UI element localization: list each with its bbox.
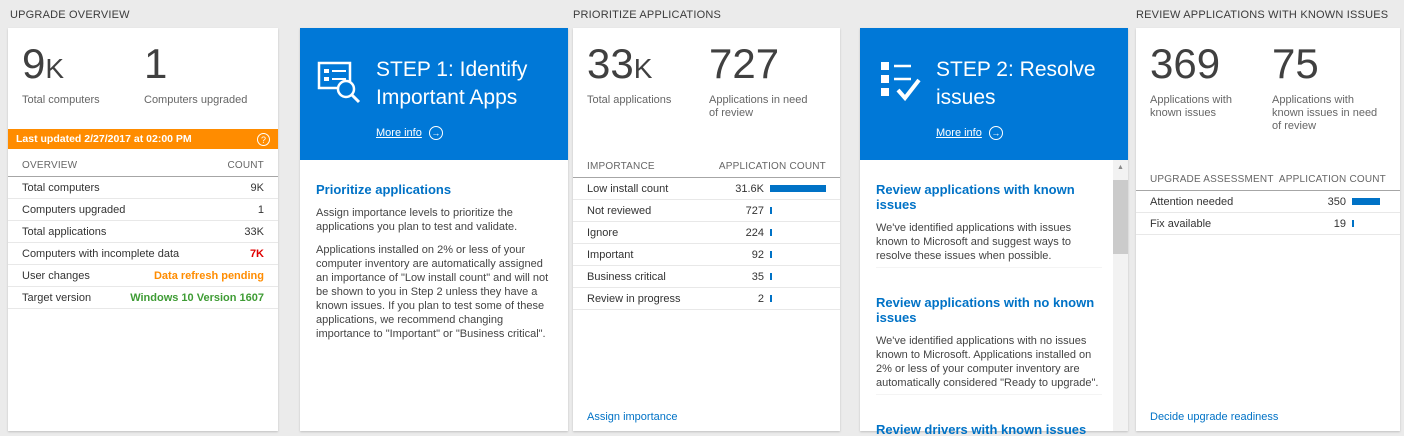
scrollbar-thumb[interactable] <box>1113 180 1128 254</box>
step1-more-info-link[interactable]: More info → <box>376 126 548 140</box>
review-known-issues-section: Review applications with known issues We… <box>876 182 1102 268</box>
stat-computers-upgraded-value: 1 <box>144 40 168 87</box>
count-bar <box>770 295 772 302</box>
importance-table: IMPORTANCE APPLICATION COUNT Low install… <box>573 156 840 310</box>
overview-col-header: OVERVIEW <box>22 160 78 171</box>
upgrade-overview-card: 9K Total computers 1 Computers upgraded … <box>8 28 278 431</box>
review-drivers-known-issues-link[interactable]: Review drivers with known issues <box>876 422 1087 436</box>
overview-stats: 9K Total computers 1 Computers upgraded <box>8 28 278 107</box>
last-updated-text: Last updated 2/27/2017 at 02:00 PM <box>16 133 192 145</box>
table-row[interactable]: Fix available 19 <box>1136 213 1400 235</box>
step1-paragraph-2: Applications installed on 2% or less of … <box>316 244 549 340</box>
step1-card: STEP 1: Identify Important Apps More inf… <box>300 28 568 431</box>
review-apps-known-issues-text: We've identified applications with issue… <box>876 222 1072 262</box>
table-row[interactable]: Business critical 35 <box>573 266 840 288</box>
stat-computers-upgraded[interactable]: 1 Computers upgraded <box>144 40 252 107</box>
step2-card: STEP 2: Resolve issues More info → Revie… <box>860 28 1128 436</box>
review-drivers-section: Review drivers with known issues We've i… <box>876 422 1102 436</box>
count-col-header: COUNT <box>227 160 264 171</box>
section-header-upgrade-overview: UPGRADE OVERVIEW <box>10 9 130 21</box>
table-row[interactable]: User changes Data refresh pending <box>8 265 278 287</box>
prioritize-stats: 33K Total applications 727 Applications … <box>573 28 840 120</box>
count-bar <box>770 207 772 214</box>
prioritize-applications-heading: Prioritize applications <box>316 182 452 197</box>
count-bar <box>1352 220 1354 227</box>
assign-importance-link[interactable]: Assign importance <box>587 411 678 423</box>
step1-title-block: STEP 1: Identify Important Apps More inf… <box>376 56 548 160</box>
review-apps-known-issues-link[interactable]: Review applications with known issues <box>876 182 1075 212</box>
stat-total-computers-label: Total computers <box>22 94 100 106</box>
count-bar <box>770 229 772 236</box>
stat-total-applications[interactable]: 33K Total applications <box>587 40 672 106</box>
overview-table-header: OVERVIEW COUNT <box>8 155 278 177</box>
stat-total-computers[interactable]: 9K Total computers <box>22 40 130 107</box>
stat-apps-need-review[interactable]: 727 Applications in need of review <box>709 40 808 119</box>
last-updated-banner: Last updated 2/27/2017 at 02:00 PM ? <box>8 129 278 149</box>
identify-apps-icon <box>316 56 364 160</box>
step2-body: Review applications with known issues We… <box>860 160 1128 436</box>
step1-header: STEP 1: Identify Important Apps More inf… <box>300 28 568 160</box>
scrollbar-up-arrow-icon[interactable]: ▲ <box>1117 164 1124 171</box>
importance-table-header: IMPORTANCE APPLICATION COUNT <box>573 156 840 178</box>
table-row[interactable]: Total applications 33K <box>8 221 278 243</box>
step1-body: Prioritize applications Assign importanc… <box>300 160 568 341</box>
count-bar <box>770 273 772 280</box>
table-row[interactable]: Computers with incomplete data 7K <box>8 243 278 265</box>
overview-table: OVERVIEW COUNT Total computers 9K Comput… <box>8 155 278 309</box>
count-bar <box>770 251 772 258</box>
review-no-known-issues-section: Review applications with no known issues… <box>876 295 1102 395</box>
step2-title-block: STEP 2: Resolve issues More info → <box>936 56 1108 160</box>
section-header-review-known-issues: REVIEW APPLICATIONS WITH KNOWN ISSUES <box>1136 9 1389 21</box>
stat-apps-known-issues[interactable]: 369 Applications with known issues <box>1150 40 1232 119</box>
table-row[interactable]: Computers upgraded 1 <box>8 199 278 221</box>
step2-header: STEP 2: Resolve issues More info → <box>860 28 1128 160</box>
review-known-issues-card: 369 Applications with known issues 75 Ap… <box>1136 28 1400 431</box>
help-icon[interactable]: ? <box>257 132 270 146</box>
upgrade-assessment-table-header: UPGRADE ASSESSMENT APPLICATION COUNT <box>1136 169 1400 191</box>
table-row[interactable]: Not reviewed 727 <box>573 200 840 222</box>
table-row[interactable]: Review in progress 2 <box>573 288 840 310</box>
review-apps-no-known-issues-link[interactable]: Review applications with no known issues <box>876 295 1095 325</box>
table-row[interactable]: Total computers 9K <box>8 177 278 199</box>
review-stats: 369 Applications with known issues 75 Ap… <box>1136 28 1400 133</box>
upgrade-assessment-table: UPGRADE ASSESSMENT APPLICATION COUNT Att… <box>1136 169 1400 235</box>
count-bar <box>770 185 826 192</box>
stat-total-computers-value: 9K <box>22 40 65 87</box>
arrow-right-icon: → <box>988 126 1003 140</box>
arrow-right-icon: → <box>428 126 443 140</box>
stat-apps-known-issues-need-review[interactable]: 75 Applications with known issues in nee… <box>1272 40 1378 132</box>
step2-more-info-link[interactable]: More info → <box>936 126 1108 140</box>
table-row[interactable]: Low install count 31.6K <box>573 178 840 200</box>
scrollbar[interactable]: ▲ <box>1113 160 1128 431</box>
step1-paragraph-1: Assign importance levels to prioritize t… <box>316 207 518 233</box>
table-row[interactable]: Attention needed 350 <box>1136 191 1400 213</box>
review-apps-no-known-issues-text: We've identified applications with no is… <box>876 335 1099 389</box>
table-row[interactable]: Important 92 <box>573 244 840 266</box>
step1-title: STEP 1: Identify Important Apps <box>376 58 528 109</box>
table-row[interactable]: Target version Windows 10 Version 1607 <box>8 287 278 309</box>
step2-title: STEP 2: Resolve issues <box>936 58 1096 109</box>
decide-upgrade-readiness-link[interactable]: Decide upgrade readiness <box>1150 411 1279 423</box>
count-bar <box>1352 198 1380 205</box>
stat-computers-upgraded-label: Computers upgraded <box>144 94 248 106</box>
table-row[interactable]: Ignore 224 <box>573 222 840 244</box>
section-header-prioritize-apps: PRIORITIZE APPLICATIONS <box>573 9 722 21</box>
prioritize-stats-card: 33K Total applications 727 Applications … <box>573 28 840 431</box>
resolve-issues-icon <box>876 56 924 160</box>
